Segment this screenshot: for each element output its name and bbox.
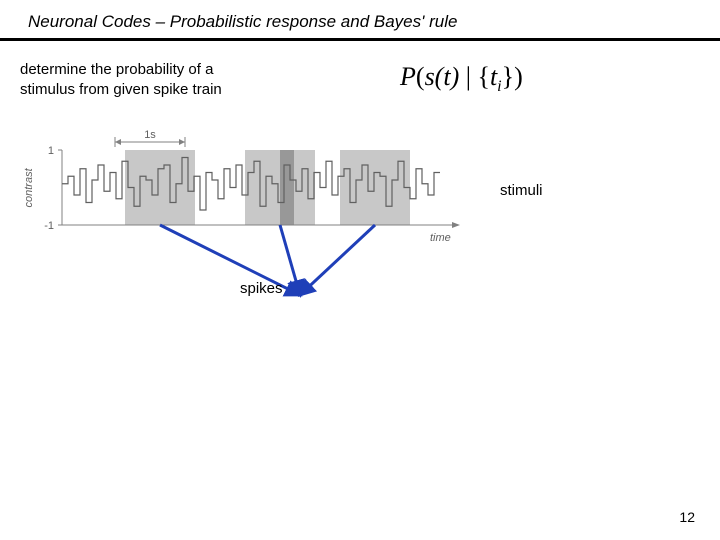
subtitle: determine the probability of a stimulus … [20, 60, 222, 99]
slide-title: Neuronal Codes – Probabilistic response … [28, 12, 457, 32]
subtitle-line2: stimulus from given spike train [20, 81, 222, 98]
formula-P: P [400, 62, 416, 91]
stimulus-chart: 1 -1 contrast time 1s [20, 130, 470, 250]
stimuli-label: stimuli [500, 182, 543, 199]
svg-text:1: 1 [48, 145, 54, 157]
page-number: 12 [679, 509, 695, 525]
title-underline [0, 38, 720, 41]
formula-brace-close: } [502, 62, 514, 91]
svg-text:time: time [430, 232, 451, 244]
spikes-label: spikes [240, 280, 283, 297]
svg-text:1s: 1s [144, 130, 156, 141]
svg-text:-1: -1 [44, 220, 54, 232]
probability-formula: P(s(t) | {ti}) [400, 62, 523, 96]
subtitle-line1: determine the probability of a [20, 61, 213, 78]
formula-brace-open: { [477, 62, 489, 91]
formula-bar: | [459, 62, 477, 91]
svg-text:contrast: contrast [23, 167, 35, 207]
formula-st: s(t) [425, 62, 460, 91]
